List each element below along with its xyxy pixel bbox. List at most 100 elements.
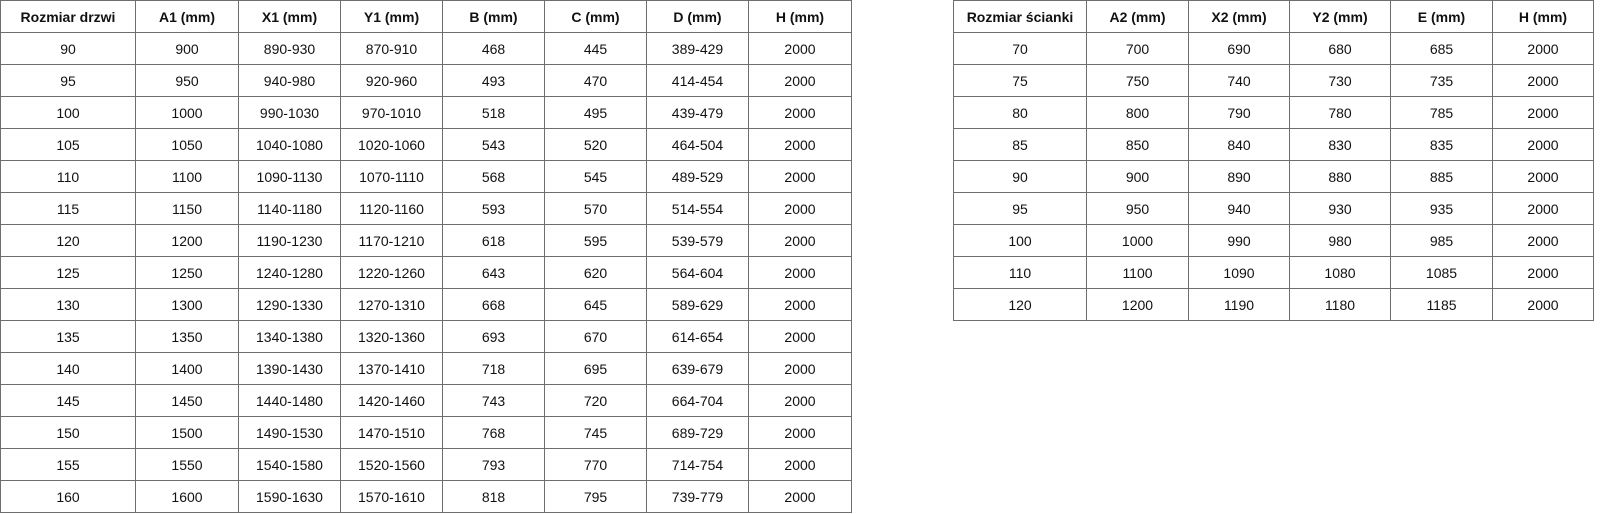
table-row: 160 1600 1590-1630 1570-1610 818 795 739-779 20… — [0, 480, 852, 513]
column-header: X1 (mm) — [238, 0, 341, 33]
table-cell: 880 — [1289, 160, 1391, 193]
table-cell: 1350 — [135, 320, 239, 353]
table-cell: 970-1010 — [340, 96, 443, 129]
door-size-table: Rozmiar drzwi A1 (mm) X1 (mm) Y1 (mm) B (mm)… — [0, 0, 852, 513]
table-cell: 885 — [1390, 160, 1493, 193]
table-cell: 1090 — [1188, 256, 1290, 289]
table-cell: 990-1030 — [238, 96, 341, 129]
table-cell: 900 — [135, 32, 239, 65]
table-cell: 2000 — [748, 320, 852, 353]
table-row: 95 950 940-980 920-960 493 470 414-454 2000 — [0, 64, 852, 97]
table-header-row: Rozmiar ścianki A2 (mm) X2 (mm) Y2 (mm) E (m… — [953, 0, 1594, 33]
table-cell: 2000 — [1492, 192, 1594, 225]
table-row: 70 700 690 680 685 2000 — [953, 32, 1594, 65]
table-cell: 1540-1580 — [238, 448, 341, 481]
table-cell: 593 — [442, 192, 545, 225]
column-header: Rozmiar ścianki — [953, 0, 1087, 33]
table-cell: 870-910 — [340, 32, 443, 65]
column-header: D (mm) — [646, 0, 749, 33]
table-cell: 90 — [953, 160, 1087, 193]
table-cell: 2000 — [748, 96, 852, 129]
table-cell: 793 — [442, 448, 545, 481]
table-cell: 718 — [442, 352, 545, 385]
table-header-row: Rozmiar drzwi A1 (mm) X1 (mm) Y1 (mm) B (mm)… — [0, 0, 852, 33]
table-cell: 130 — [0, 288, 136, 321]
table-cell: 1020-1060 — [340, 128, 443, 161]
table-cell: 1120-1160 — [340, 192, 443, 225]
table-cell: 155 — [0, 448, 136, 481]
table-cell: 2000 — [748, 192, 852, 225]
table-cell: 985 — [1390, 224, 1493, 257]
table-cell: 690 — [1188, 32, 1290, 65]
table-row: 110 1100 1090 1080 1085 2000 — [953, 256, 1594, 289]
table-cell: 745 — [544, 416, 647, 449]
table-cell: 1000 — [1086, 224, 1189, 257]
table-cell: 468 — [442, 32, 545, 65]
table-row: 155 1550 1540-1580 1520-1560 793 770 714-754 20… — [0, 448, 852, 481]
table-cell: 1080 — [1289, 256, 1391, 289]
table-cell: 100 — [0, 96, 136, 129]
table-cell: 645 — [544, 288, 647, 321]
table-cell: 790 — [1188, 96, 1290, 129]
table-cell: 1440-1480 — [238, 384, 341, 417]
table-cell: 518 — [442, 96, 545, 129]
table-cell: 2000 — [1492, 256, 1594, 289]
table-cell: 80 — [953, 96, 1087, 129]
table-cell: 1180 — [1289, 288, 1391, 321]
table-row: 100 1000 990-1030 970-1010 518 495 439-479 2000 — [0, 96, 852, 129]
table-cell: 489-529 — [646, 160, 749, 193]
table-row: 130 1300 1290-1330 1270-1310 668 645 589-629 20… — [0, 288, 852, 321]
table-cell: 445 — [544, 32, 647, 65]
table-cell: 140 — [0, 352, 136, 385]
table-cell: 2000 — [748, 224, 852, 257]
table-cell: 750 — [1086, 64, 1189, 97]
column-header: A2 (mm) — [1086, 0, 1189, 33]
table-cell: 2000 — [748, 160, 852, 193]
table-cell: 1370-1410 — [340, 352, 443, 385]
table-cell: 1050 — [135, 128, 239, 161]
table-cell: 493 — [442, 64, 545, 97]
table-cell: 950 — [135, 64, 239, 97]
table-cell: 668 — [442, 288, 545, 321]
table-cell: 830 — [1289, 128, 1391, 161]
table-cell: 1520-1560 — [340, 448, 443, 481]
table-cell: 160 — [0, 480, 136, 513]
table-cell: 1185 — [1390, 288, 1493, 321]
table-cell: 990 — [1188, 224, 1290, 257]
table-cell: 439-479 — [646, 96, 749, 129]
table-cell: 835 — [1390, 128, 1493, 161]
table-cell: 1085 — [1390, 256, 1493, 289]
table-cell: 105 — [0, 128, 136, 161]
table-cell: 1100 — [1086, 256, 1189, 289]
table-cell: 1190 — [1188, 288, 1290, 321]
table-cell: 120 — [953, 288, 1087, 321]
wall-size-table: Rozmiar ścianki A2 (mm) X2 (mm) Y2 (mm) E (m… — [953, 0, 1594, 321]
table-cell: 150 — [0, 416, 136, 449]
column-header: X2 (mm) — [1188, 0, 1290, 33]
table-cell: 1150 — [135, 192, 239, 225]
column-header: B (mm) — [442, 0, 545, 33]
table-cell: 840 — [1188, 128, 1290, 161]
table-row: 120 1200 1190 1180 1185 2000 — [953, 288, 1594, 321]
table-cell: 95 — [953, 192, 1087, 225]
table-cell: 1300 — [135, 288, 239, 321]
table-cell: 543 — [442, 128, 545, 161]
table-cell: 2000 — [748, 64, 852, 97]
column-header: Y2 (mm) — [1289, 0, 1391, 33]
table-cell: 1400 — [135, 352, 239, 385]
table-row: 80 800 790 780 785 2000 — [953, 96, 1594, 129]
table-cell: 464-504 — [646, 128, 749, 161]
table-cell: 2000 — [1492, 64, 1594, 97]
table-cell: 2000 — [1492, 288, 1594, 321]
table-cell: 100 — [953, 224, 1087, 257]
table-cell: 1450 — [135, 384, 239, 417]
table-row: 85 850 840 830 835 2000 — [953, 128, 1594, 161]
table-cell: 940 — [1188, 192, 1290, 225]
table-cell: 1000 — [135, 96, 239, 129]
table-cell: 2000 — [748, 288, 852, 321]
table-cell: 1600 — [135, 480, 239, 513]
table-cell: 1240-1280 — [238, 256, 341, 289]
table-cell: 1270-1310 — [340, 288, 443, 321]
table-cell: 145 — [0, 384, 136, 417]
table-cell: 2000 — [1492, 128, 1594, 161]
